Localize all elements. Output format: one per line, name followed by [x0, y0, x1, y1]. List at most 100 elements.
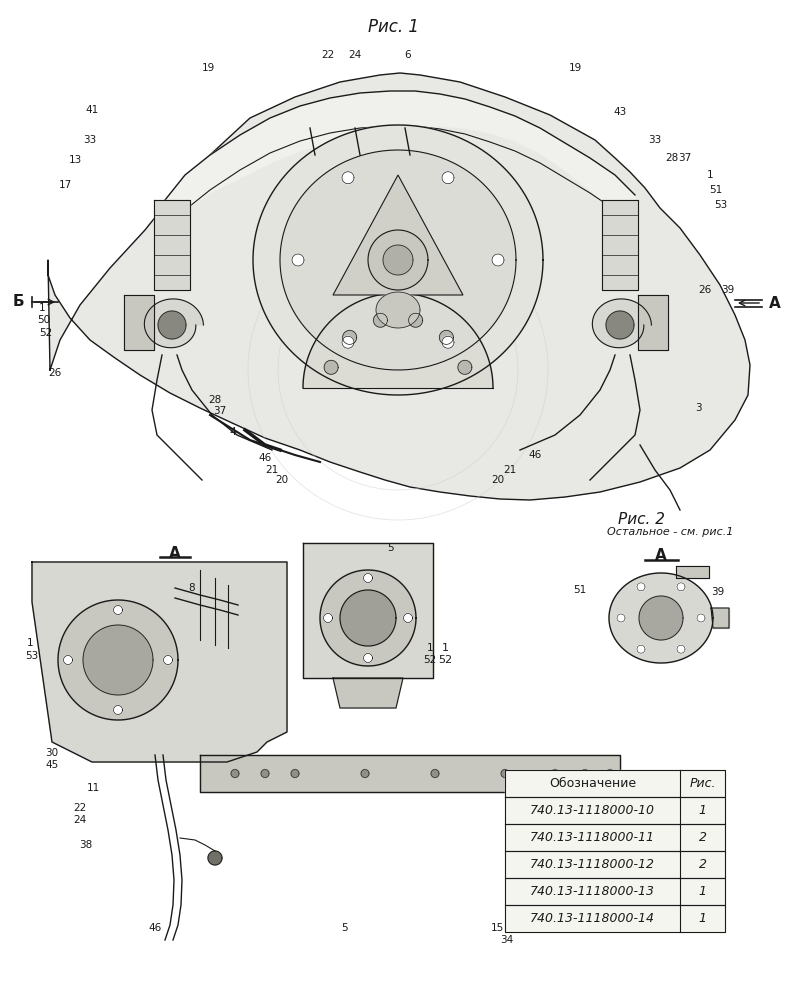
Text: 17: 17	[58, 180, 72, 190]
Text: 1: 1	[426, 643, 434, 653]
Text: 6: 6	[405, 50, 411, 60]
Polygon shape	[342, 330, 357, 344]
Polygon shape	[439, 330, 454, 344]
Text: 21: 21	[266, 465, 278, 475]
Polygon shape	[677, 583, 685, 591]
Polygon shape	[637, 645, 645, 653]
Polygon shape	[63, 656, 73, 665]
Polygon shape	[144, 299, 203, 348]
Polygon shape	[711, 608, 729, 628]
Polygon shape	[303, 543, 433, 678]
Polygon shape	[606, 770, 614, 778]
Polygon shape	[165, 91, 635, 235]
Text: 8: 8	[189, 583, 195, 593]
Text: Рис. 1: Рис. 1	[367, 18, 418, 36]
Polygon shape	[501, 770, 509, 778]
Text: 1: 1	[26, 638, 34, 648]
Text: 37: 37	[214, 406, 226, 416]
Text: 43: 43	[614, 107, 626, 117]
Polygon shape	[261, 770, 269, 778]
Polygon shape	[124, 295, 154, 350]
Polygon shape	[505, 797, 725, 824]
Text: 51: 51	[574, 585, 586, 595]
Polygon shape	[602, 200, 638, 290]
Polygon shape	[505, 851, 725, 878]
Polygon shape	[592, 299, 651, 348]
Text: Рис.: Рис.	[690, 777, 716, 790]
Polygon shape	[163, 656, 173, 665]
Polygon shape	[292, 254, 304, 266]
Text: 37: 37	[678, 153, 692, 163]
Polygon shape	[32, 562, 287, 762]
Text: 39: 39	[711, 587, 725, 597]
Polygon shape	[676, 566, 709, 578]
Text: 2: 2	[698, 858, 706, 871]
Text: Обозначение: Обозначение	[549, 777, 636, 790]
Polygon shape	[609, 573, 713, 663]
Text: 53: 53	[26, 651, 38, 661]
Polygon shape	[253, 125, 543, 395]
Text: 52: 52	[438, 655, 452, 665]
Text: 20: 20	[491, 475, 505, 485]
Polygon shape	[340, 590, 396, 646]
Text: А: А	[655, 549, 667, 563]
Text: 22: 22	[74, 803, 86, 813]
Text: 15: 15	[490, 923, 504, 933]
Polygon shape	[48, 73, 750, 500]
Text: 50: 50	[38, 315, 50, 325]
Polygon shape	[551, 770, 559, 778]
Polygon shape	[638, 295, 668, 350]
Polygon shape	[431, 770, 439, 778]
Polygon shape	[383, 245, 413, 275]
Polygon shape	[231, 770, 239, 778]
Polygon shape	[342, 336, 354, 348]
Polygon shape	[492, 254, 504, 266]
Text: 3: 3	[694, 403, 702, 413]
Text: 5: 5	[386, 543, 394, 553]
Polygon shape	[403, 613, 413, 622]
Polygon shape	[333, 678, 403, 708]
Polygon shape	[409, 314, 422, 327]
Polygon shape	[505, 824, 725, 851]
Polygon shape	[639, 596, 683, 640]
Text: 740.13-1118000-13: 740.13-1118000-13	[530, 885, 655, 898]
Text: 24: 24	[74, 815, 86, 825]
Polygon shape	[291, 770, 299, 778]
Text: 11: 11	[86, 783, 100, 793]
Text: 1: 1	[698, 912, 706, 925]
Text: 19: 19	[202, 63, 214, 73]
Text: 34: 34	[500, 935, 514, 945]
Text: 2: 2	[698, 831, 706, 844]
Text: 41: 41	[86, 105, 98, 115]
Polygon shape	[363, 654, 373, 663]
Text: 20: 20	[275, 475, 289, 485]
Text: Рис. 2: Рис. 2	[618, 512, 665, 527]
Text: 24: 24	[348, 50, 362, 60]
Text: 740.13-1118000-11: 740.13-1118000-11	[530, 831, 655, 844]
Polygon shape	[154, 200, 190, 290]
Text: 1: 1	[698, 804, 706, 817]
Text: 1: 1	[38, 303, 46, 313]
Polygon shape	[617, 614, 625, 622]
Text: 1: 1	[442, 643, 449, 653]
Polygon shape	[208, 851, 222, 865]
Text: 46: 46	[148, 923, 162, 933]
Text: 28: 28	[208, 395, 222, 405]
Text: 28: 28	[666, 153, 678, 163]
Text: 33: 33	[83, 135, 97, 145]
Text: 1: 1	[706, 170, 714, 180]
Text: 33: 33	[648, 135, 662, 145]
Polygon shape	[363, 573, 373, 583]
Polygon shape	[324, 361, 338, 375]
Text: 740.13-1118000-14: 740.13-1118000-14	[530, 912, 655, 925]
Text: 19: 19	[568, 63, 582, 73]
Polygon shape	[458, 361, 472, 375]
Text: 52: 52	[423, 655, 437, 665]
Text: Остальное - см. рис.1: Остальное - см. рис.1	[607, 527, 734, 537]
Polygon shape	[114, 706, 122, 715]
Polygon shape	[368, 230, 428, 290]
Polygon shape	[505, 905, 725, 932]
Text: А: А	[169, 547, 181, 561]
Text: 26: 26	[48, 368, 62, 378]
Polygon shape	[83, 625, 153, 695]
